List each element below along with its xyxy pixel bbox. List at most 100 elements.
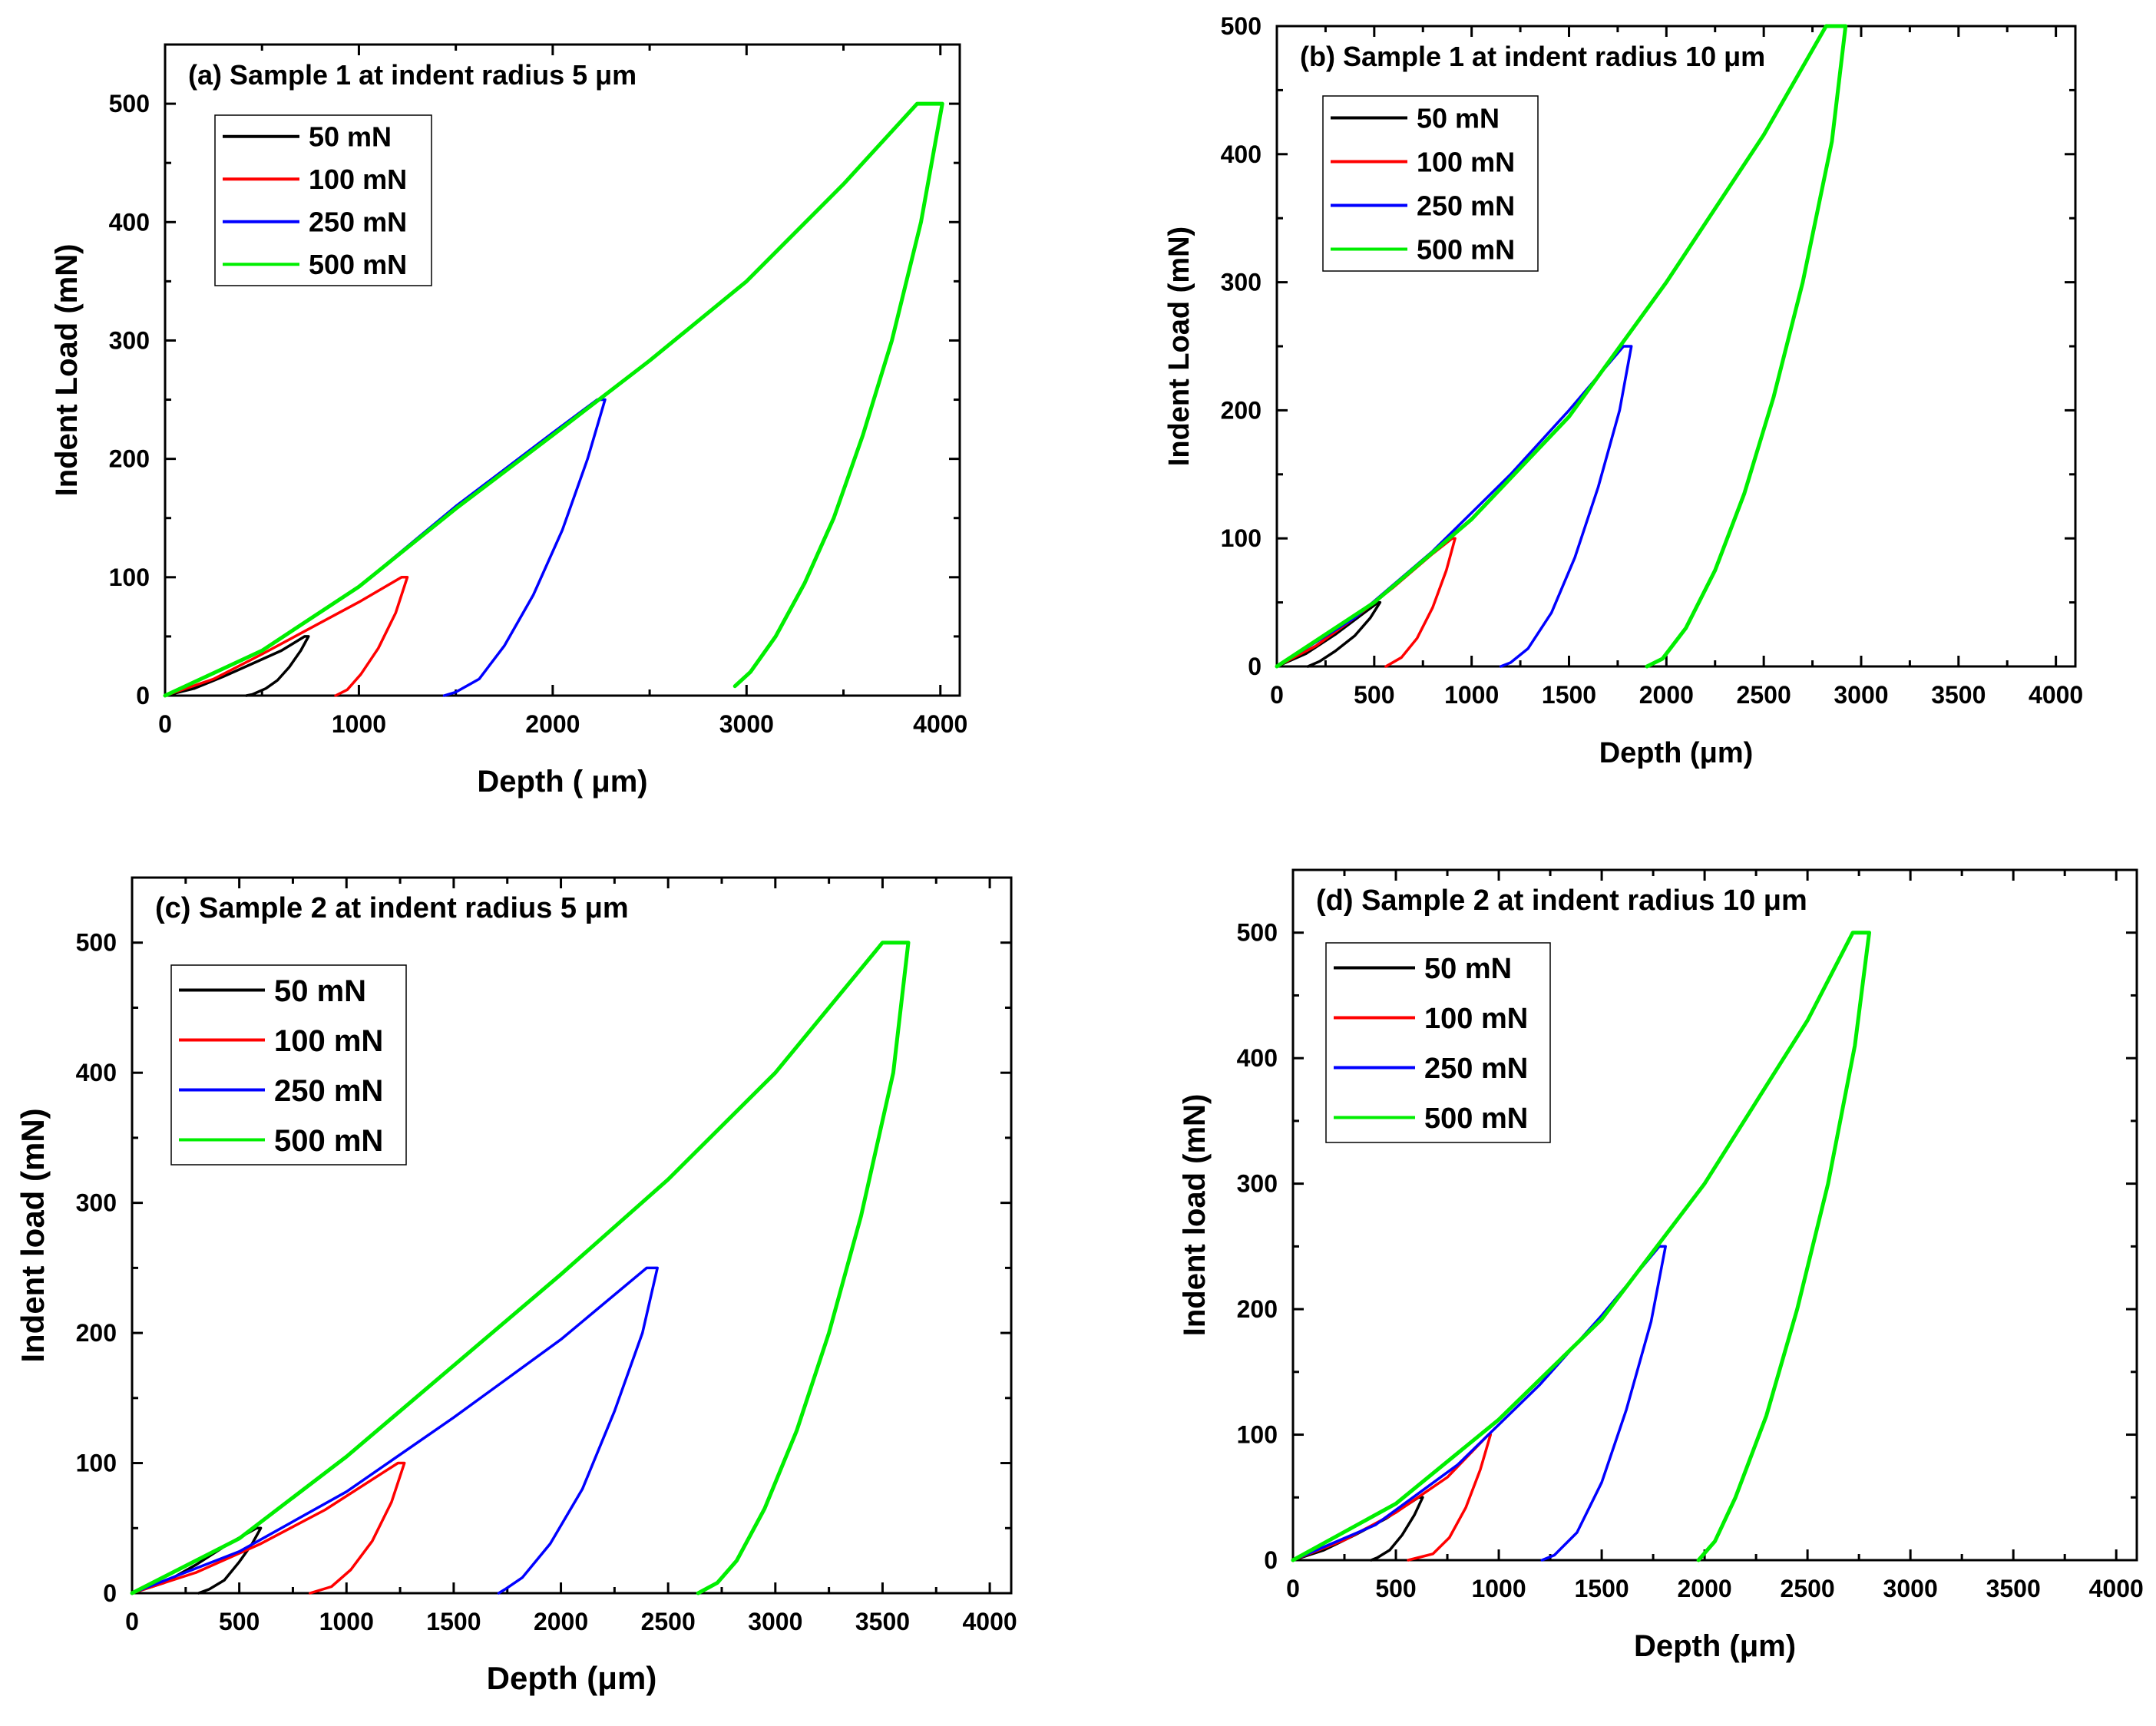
x-tick-label: 2000: [1678, 1575, 1732, 1602]
legend-label: 250 mN: [1424, 1053, 1528, 1085]
x-tick-label: 4000: [2089, 1575, 2144, 1602]
legend-label: 500 mN: [1417, 233, 1515, 265]
series-line-250-mn: [1275, 345, 1633, 668]
x-tick-label: 3000: [1883, 1575, 1938, 1602]
series-line-250-mn: [1291, 1245, 1667, 1562]
x-tick-label: 1000: [319, 1608, 374, 1635]
x-axis-label: Depth (μm): [1599, 737, 1754, 769]
x-tick-label: 4000: [962, 1608, 1017, 1635]
series-line-100-mn: [131, 1461, 406, 1595]
series-line-50-mn: [164, 635, 310, 697]
plot-frame: [1291, 868, 2138, 1562]
x-tick-label: 3000: [719, 710, 774, 738]
x-axis-label: Depth (μm): [1634, 1629, 1796, 1663]
legend-box: [214, 114, 432, 286]
x-tick-label: 1500: [1574, 1575, 1629, 1602]
x-tick-label: 3000: [748, 1608, 802, 1635]
plot-frame: [164, 43, 961, 697]
series-line-50-mn: [1275, 600, 1382, 668]
x-tick-label: 3500: [1931, 681, 1986, 709]
y-tick-label: 500: [1237, 919, 1278, 947]
x-tick-label: 2500: [1781, 1575, 1835, 1602]
y-tick-label: 300: [1237, 1170, 1278, 1198]
panel-title: (c) Sample 2 at indent radius 5 μm: [155, 892, 629, 924]
y-tick-label: 300: [76, 1189, 117, 1217]
y-tick-label: 200: [109, 445, 150, 473]
panel-title: (b) Sample 1 at indent radius 10 μm: [1300, 41, 1765, 72]
y-tick-label: 200: [1237, 1295, 1278, 1323]
y-tick-label: 100: [1221, 524, 1262, 552]
x-axis-label: Depth ( μm): [477, 765, 647, 799]
legend-box: [1322, 95, 1539, 272]
x-tick-label: 500: [1354, 681, 1394, 709]
x-tick-label: 4000: [2029, 681, 2083, 709]
y-tick-label: 300: [1221, 269, 1262, 296]
legend-label: 100 mN: [309, 164, 407, 195]
y-tick-label: 400: [109, 208, 150, 236]
y-tick-label: 500: [1221, 12, 1262, 40]
legend-label: 250 mN: [309, 207, 407, 238]
x-tick-label: 500: [1375, 1575, 1416, 1602]
y-tick-label: 0: [1264, 1546, 1278, 1574]
legend-label: 250 mN: [274, 1074, 383, 1108]
y-tick-label: 200: [1221, 396, 1262, 424]
legend-label: 500 mN: [1424, 1103, 1528, 1135]
x-tick-label: 0: [125, 1608, 139, 1635]
x-tick-label: 2000: [1639, 681, 1694, 709]
series-line-500-mn: [1291, 931, 1871, 1562]
y-tick-label: 0: [103, 1579, 117, 1607]
x-tick-label: 3000: [1834, 681, 1888, 709]
legend-label: 100 mN: [1417, 146, 1515, 177]
panel-title: (d) Sample 2 at indent radius 10 μm: [1316, 884, 1807, 917]
legend-label: 50 mN: [1424, 953, 1512, 985]
panel-title: (a) Sample 1 at indent radius 5 μm: [188, 59, 637, 91]
x-tick-label: 2000: [534, 1608, 588, 1635]
x-tick-label: 500: [219, 1608, 260, 1635]
panel-d: 0 500 1000 1500 2000 2500 3000 3500 4000 0 100 200 3…: [1178, 868, 2144, 1663]
x-tick-label: 0: [1286, 1575, 1300, 1602]
y-tick-label: 0: [136, 682, 150, 709]
series-line-50-mn: [131, 1526, 263, 1595]
series-line-500-mn: [163, 101, 944, 698]
y-tick-label: 500: [109, 90, 150, 117]
series-line-500-mn: [1275, 24, 1848, 669]
y-axis-label: Indent load (mN): [1178, 1094, 1212, 1337]
x-tick-label: 2500: [1737, 681, 1791, 709]
y-tick-label: 400: [1221, 141, 1262, 168]
x-tick-label: 4000: [913, 710, 967, 738]
legend-label: 100 mN: [1424, 1003, 1528, 1035]
legend-box: [170, 964, 407, 1166]
legend-box: [1325, 942, 1551, 1143]
y-tick-label: 200: [76, 1319, 117, 1347]
y-tick-label: 400: [76, 1059, 117, 1086]
legend-label: 500 mN: [274, 1124, 383, 1158]
y-tick-label: 100: [76, 1450, 117, 1477]
x-tick-label: 2000: [525, 710, 580, 738]
series-line-500-mn: [130, 941, 911, 1595]
x-tick-label: 2500: [641, 1608, 696, 1635]
legend-label: 50 mN: [274, 974, 366, 1008]
y-tick-label: 100: [109, 564, 150, 591]
panel-a: 0 1000 2000 3000 4000 0 100 200 300 400 500 Depth (…: [50, 43, 967, 799]
y-tick-label: 100: [1237, 1421, 1278, 1449]
x-tick-label: 0: [158, 710, 172, 738]
legend-label: 50 mN: [309, 121, 392, 153]
y-tick-label: 0: [1248, 653, 1262, 680]
y-axis-label: Indent load (mN): [15, 1108, 51, 1362]
x-tick-label: 3500: [855, 1608, 910, 1635]
panel-b: 0 500 1000 1500 2000 2500 3000 3500 4000 0 100 200 3…: [1163, 12, 2083, 769]
x-tick-label: 1500: [1542, 681, 1596, 709]
y-tick-label: 300: [109, 326, 150, 354]
panel-c: 0 500 1000 1500 2000 2500 3000 3500 4000 0 100 200 3…: [15, 876, 1017, 1696]
legend-label: 500 mN: [309, 249, 407, 280]
x-tick-label: 1000: [1444, 681, 1499, 709]
x-tick-label: 1000: [1471, 1575, 1526, 1602]
plot-frame: [131, 876, 1013, 1595]
x-tick-label: 1500: [426, 1608, 481, 1635]
series-line-100-mn: [164, 576, 409, 697]
legend-label: 250 mN: [1417, 190, 1515, 221]
y-axis-label: Indent Load (mN): [50, 244, 84, 497]
y-axis-label: Indent Load (mN): [1163, 226, 1195, 466]
